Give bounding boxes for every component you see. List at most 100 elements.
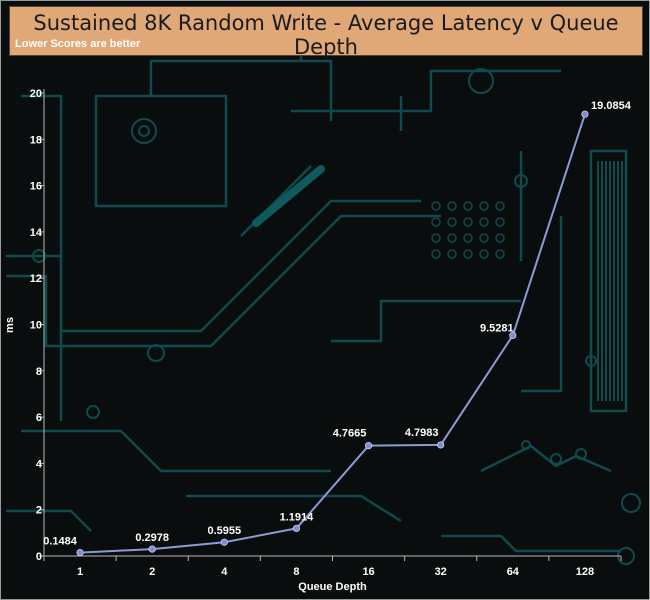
- data-point: [581, 110, 589, 118]
- circuit-trace: [21, 429, 331, 473]
- data-label: 0.1484: [43, 536, 78, 548]
- x-tick-label: 128: [576, 566, 594, 578]
- circuit-trace: [480, 444, 612, 473]
- data-label: 1.1914: [280, 511, 315, 523]
- y-tick-label: 18: [30, 134, 42, 146]
- circuit-trace: [186, 494, 402, 523]
- circuit-trace: [94, 94, 228, 208]
- chart-subtitle: Lower Scores are better: [15, 38, 141, 50]
- circuit-via: [431, 249, 441, 259]
- circuit-trace: [240, 165, 312, 237]
- x-tick-label: 16: [362, 566, 374, 578]
- circuit-trace: [589, 149, 628, 413]
- y-tick-label: 12: [30, 273, 42, 285]
- circuit-background: [6, 41, 641, 565]
- circuit-via: [447, 249, 457, 259]
- circuit-pad: [131, 118, 157, 144]
- circuit-via: [495, 201, 505, 211]
- circuit-pad: [147, 344, 165, 362]
- circuit-via: [479, 201, 489, 211]
- y-tick-label: 10: [30, 320, 42, 332]
- circuit-pad: [86, 405, 100, 419]
- data-label: 9.5281: [480, 322, 514, 334]
- data-point: [148, 545, 156, 553]
- circuit-via: [431, 217, 441, 227]
- data-label: 0.2978: [135, 532, 169, 544]
- series-line: [80, 113, 586, 554]
- y-tick-label: 20: [30, 88, 42, 100]
- circuit-pad: [514, 174, 528, 188]
- y-tick-label: 0: [36, 551, 42, 563]
- x-axis-title: Queue Depth: [298, 581, 367, 593]
- circuit-via: [479, 233, 489, 243]
- data-point: [76, 548, 84, 557]
- circuit-via: [479, 217, 489, 227]
- circuit-pad: [468, 68, 494, 94]
- circuit-bus: [609, 161, 611, 401]
- circuit-bus: [617, 161, 619, 401]
- chart-axes: [39, 89, 622, 561]
- circuit-via: [447, 201, 457, 211]
- circuit-pad: [575, 448, 587, 460]
- data-label: 4.7665: [333, 428, 367, 440]
- data-label: 0.5955: [207, 525, 241, 537]
- data-label: 19.0854: [591, 100, 632, 112]
- x-tick-label: 1: [77, 566, 83, 578]
- circuit-via: [495, 217, 505, 227]
- circuit-via: [447, 233, 457, 243]
- y-tick-label: 6: [36, 412, 42, 424]
- circuit-via: [463, 217, 473, 227]
- circuit-trace: [291, 69, 561, 113]
- circuit-trace: [521, 216, 563, 393]
- circuit-pad: [521, 440, 531, 450]
- data-point: [220, 538, 228, 546]
- circuit-pad: [585, 355, 597, 367]
- y-tick-label: 8: [36, 366, 42, 378]
- data-label: 4.7983: [405, 427, 439, 439]
- circuit-bus: [597, 161, 599, 401]
- circuit-via: [463, 233, 473, 243]
- y-tick-label: 16: [30, 181, 42, 193]
- circuit-bus: [613, 161, 615, 401]
- circuit-trace: [6, 199, 421, 333]
- circuit-bus: [601, 161, 603, 401]
- circuit-via: [447, 217, 457, 227]
- circuit-trace: [441, 534, 621, 553]
- circuit-pad: [138, 125, 150, 137]
- circuit-via: [463, 201, 473, 211]
- circuit-bus: [621, 161, 623, 401]
- circuit-via: [431, 201, 441, 211]
- circuit-trace: [331, 299, 521, 343]
- x-tick-label: 2: [149, 566, 155, 578]
- data-point: [437, 441, 445, 449]
- circuit-via: [479, 249, 489, 259]
- circuit-pad: [621, 493, 641, 513]
- data-point: [509, 331, 517, 340]
- circuit-pad: [32, 249, 46, 263]
- circuit-via: [495, 249, 505, 259]
- y-tick-label: 2: [36, 505, 42, 517]
- y-tick-label: 4: [36, 458, 43, 470]
- circuit-via: [495, 233, 505, 243]
- x-tick-label: 8: [293, 566, 299, 578]
- x-tick-label: 4: [221, 566, 228, 578]
- chart-title: Sustained 8K Random Write - Average Late…: [33, 11, 619, 59]
- circuit-via: [463, 249, 473, 259]
- circuit-via: [431, 233, 441, 243]
- y-tick-label: 14: [30, 227, 43, 239]
- y-axis-title: ms: [4, 317, 16, 333]
- title-box: Sustained 8K Random Write - Average Late…: [9, 6, 643, 59]
- circuit-pad: [550, 453, 562, 465]
- circuit-trace: [21, 94, 63, 421]
- data-point: [292, 524, 301, 533]
- circuit-trace: [6, 214, 441, 348]
- data-point: [364, 442, 373, 450]
- chart-series: [76, 110, 589, 557]
- circuit-thick-trace: [252, 165, 325, 227]
- circuit-trace: [6, 509, 92, 532]
- circuit-trace: [149, 59, 333, 121]
- circuit-bus: [605, 161, 607, 401]
